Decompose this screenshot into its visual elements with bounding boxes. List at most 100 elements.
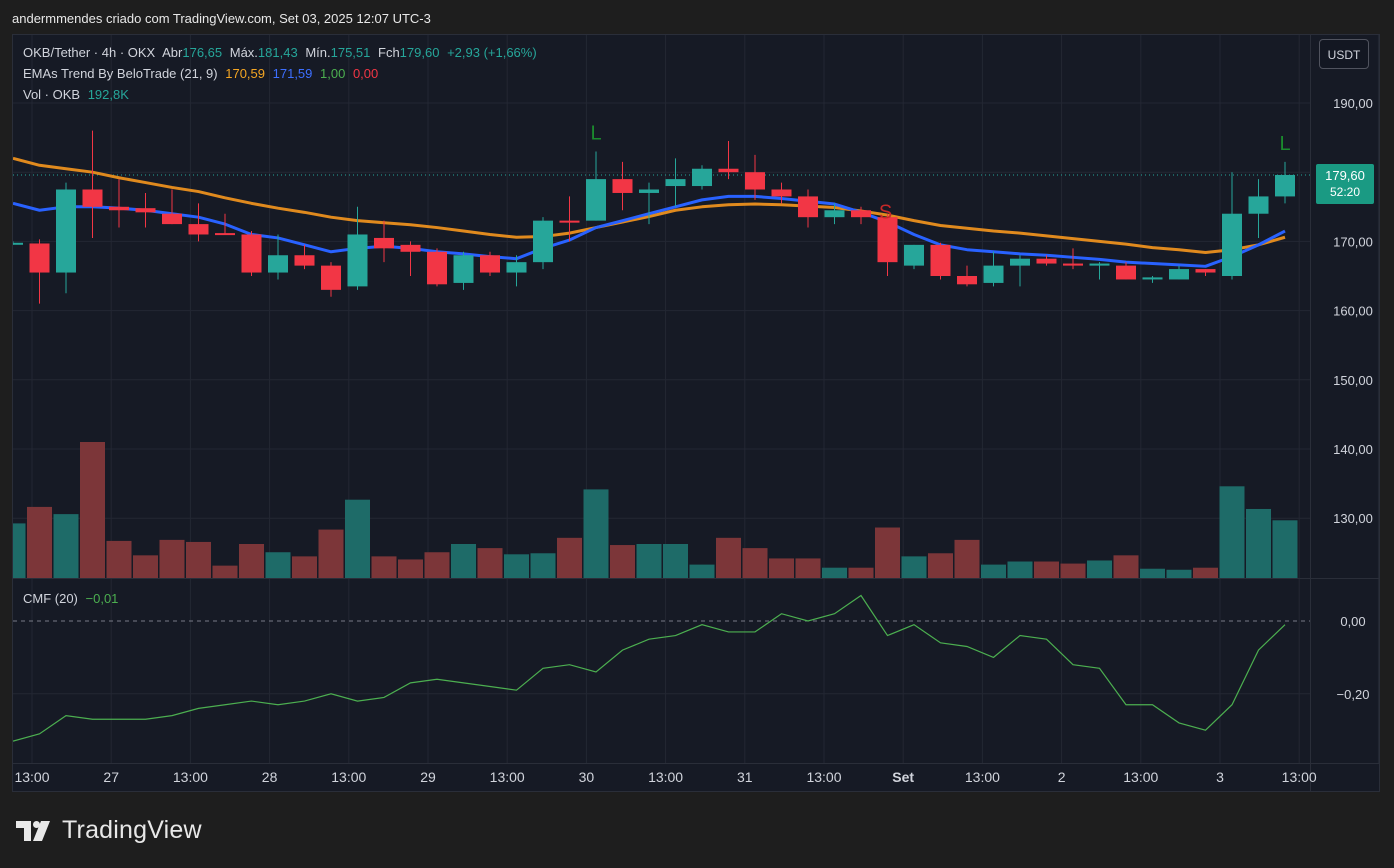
candle xyxy=(904,244,924,270)
volume-bar xyxy=(212,565,238,578)
volume-bar xyxy=(742,548,768,578)
volume-bar xyxy=(954,539,980,578)
cmf-indicator-name: CMF (20) xyxy=(23,591,78,606)
candle xyxy=(294,244,315,270)
candle xyxy=(533,217,553,270)
ema-slow-value: 170,59 xyxy=(225,66,265,81)
candle xyxy=(824,203,845,225)
volume-bar xyxy=(530,553,556,578)
candle xyxy=(639,182,659,225)
time-tick-label: 27 xyxy=(103,769,119,785)
candle-body xyxy=(29,243,50,273)
open-label: Abr xyxy=(162,45,183,60)
volume-bar xyxy=(663,544,688,578)
candle xyxy=(374,220,394,263)
candle xyxy=(1275,161,1295,204)
volume-bar xyxy=(1166,569,1192,578)
time-tick-label: 28 xyxy=(262,769,278,785)
volume-bar xyxy=(1087,560,1112,578)
volume-bar xyxy=(504,554,529,578)
close-label: Fch xyxy=(378,45,400,60)
candle-body xyxy=(321,265,341,290)
candle-body xyxy=(639,189,659,193)
volume-bar xyxy=(292,556,317,578)
candle-body xyxy=(241,234,262,273)
candle xyxy=(851,206,871,225)
candle xyxy=(347,206,368,290)
candle xyxy=(877,213,898,276)
candle-body xyxy=(1142,277,1163,280)
volume-bar xyxy=(53,514,79,578)
candle xyxy=(506,255,527,287)
candle-body xyxy=(506,262,527,273)
close-value: 179,60 xyxy=(399,45,440,60)
low-value: 175,51 xyxy=(330,45,371,60)
signal-value-2: 0,00 xyxy=(352,66,379,81)
price-tick-label: 140,00 xyxy=(1333,442,1373,457)
candle xyxy=(82,130,103,238)
volume-bar xyxy=(1193,567,1218,578)
candles xyxy=(13,130,1295,304)
candle-body xyxy=(1275,174,1295,197)
signal-label-L: L xyxy=(1279,133,1290,155)
volume-bars xyxy=(13,442,1298,578)
volume-bar xyxy=(610,545,635,578)
candle xyxy=(1169,265,1189,280)
candle xyxy=(983,251,1004,287)
volume-bar xyxy=(239,544,264,578)
cmf-legend[interactable]: CMF (20) −0,01 xyxy=(23,591,122,606)
candle-body xyxy=(559,220,580,223)
volume-bar xyxy=(1219,486,1245,578)
tradingview-logo[interactable]: TradingView xyxy=(16,816,202,845)
candle xyxy=(109,179,129,228)
volume-bar xyxy=(133,555,158,578)
candle xyxy=(162,189,182,225)
candle-body xyxy=(745,172,765,190)
candle-body xyxy=(851,210,871,218)
volume-bar xyxy=(13,523,26,578)
signal-label-S: S xyxy=(879,202,892,224)
candle xyxy=(241,231,262,276)
volume-bar xyxy=(1246,508,1271,578)
time-tick-label: 3 xyxy=(1216,769,1224,785)
price-tick-label: 190,00 xyxy=(1333,96,1373,111)
symbol-legend: OKB/Tether · 4h · OKX Abr176,65 Máx.181,… xyxy=(23,45,541,60)
candle xyxy=(1063,248,1083,270)
candle-body xyxy=(665,179,686,187)
candle-body xyxy=(957,276,977,285)
candle xyxy=(1142,276,1163,283)
candle-body xyxy=(824,210,845,218)
ema-legend[interactable]: EMAs Trend By BeloTrade (21, 9) 170,59 1… xyxy=(23,66,382,81)
volume-bar xyxy=(80,442,105,578)
volume-bar xyxy=(981,564,1006,578)
volume-bar xyxy=(477,548,503,578)
candle-body xyxy=(162,213,182,225)
candle xyxy=(1036,255,1057,266)
volume-bar xyxy=(106,540,132,578)
candle xyxy=(321,262,341,297)
volume-bar xyxy=(1113,555,1139,578)
volume-bar xyxy=(451,544,476,578)
candle xyxy=(135,192,156,228)
candle xyxy=(1116,262,1136,280)
currency-button[interactable]: USDT xyxy=(1319,39,1369,69)
candle xyxy=(268,234,288,280)
bar-countdown: 52:20 xyxy=(1329,185,1361,199)
candle-body xyxy=(1116,265,1136,280)
time-tick-label: 2 xyxy=(1058,769,1066,785)
candle xyxy=(427,248,447,287)
volume-bar xyxy=(27,506,52,578)
candle-body xyxy=(215,233,235,236)
candle xyxy=(1089,262,1110,280)
candle-body xyxy=(904,244,924,266)
candle xyxy=(798,189,818,228)
volume-bar xyxy=(1060,563,1086,578)
chart-frame[interactable]: L S L 190,00 170,00 160,00 150,00 140,00 130,00 0… xyxy=(12,34,1380,792)
candle-body xyxy=(1222,213,1242,276)
candle xyxy=(480,251,500,276)
volume-legend[interactable]: Vol · OKB 192,8K xyxy=(23,87,133,102)
time-tick-label: 13:00 xyxy=(1123,769,1158,785)
candle-body xyxy=(1036,258,1057,264)
candle-body xyxy=(480,255,500,273)
chart-canvas[interactable]: L S L 190,00 170,00 160,00 150,00 140,00 130,00 0… xyxy=(13,35,1380,792)
